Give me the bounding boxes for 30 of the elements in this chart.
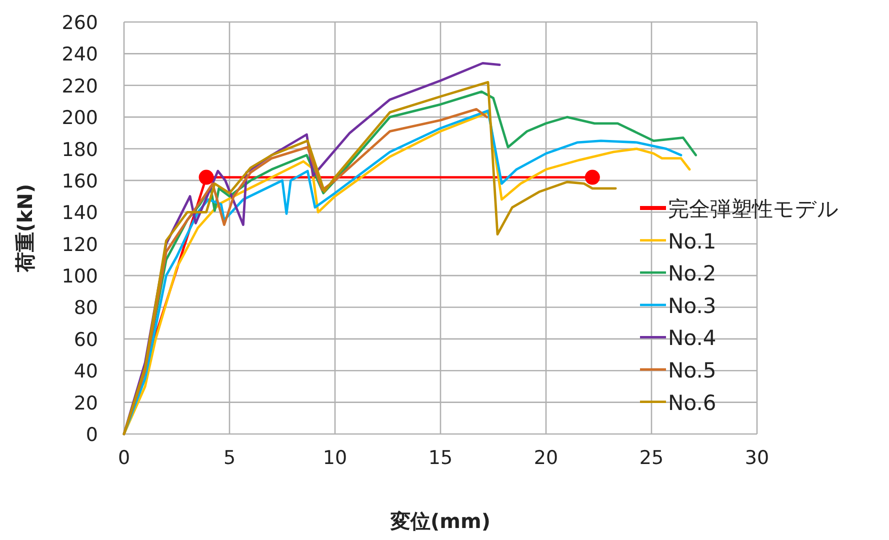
legend-label: 完全弾塑性モデル bbox=[668, 197, 839, 221]
x-tick-label: 20 bbox=[534, 447, 558, 469]
x-tick-label: 0 bbox=[118, 447, 130, 469]
y-tick-label: 260 bbox=[62, 12, 98, 34]
x-tick-label: 25 bbox=[639, 447, 664, 469]
legend-label: No.4 bbox=[668, 326, 716, 350]
y-tick-label: 20 bbox=[74, 392, 98, 414]
y-tick-label: 60 bbox=[74, 328, 98, 351]
x-axis-title: 変位(mm) bbox=[390, 509, 490, 533]
y-axis-title: 荷重(kN) bbox=[13, 184, 37, 274]
x-tick-label: 5 bbox=[223, 447, 236, 469]
y-tick-label: 80 bbox=[74, 297, 98, 320]
x-tick-label: 10 bbox=[322, 447, 348, 469]
y-tick-label: 200 bbox=[62, 107, 98, 130]
legend-label: No.3 bbox=[668, 294, 716, 318]
y-tick-label: 140 bbox=[62, 202, 98, 224]
legend-label: No.1 bbox=[668, 229, 716, 254]
x-tick-label: 15 bbox=[428, 447, 453, 469]
y-tick-label: 0 bbox=[86, 424, 98, 446]
x-tick-label: 30 bbox=[744, 447, 770, 469]
y-tick-label: 40 bbox=[74, 360, 98, 383]
y-tick-label: 180 bbox=[62, 138, 98, 161]
y-tick-label: 240 bbox=[62, 44, 98, 66]
y-tick-label: 220 bbox=[62, 75, 98, 98]
legend-label: No.6 bbox=[668, 390, 716, 415]
legend-label: No.5 bbox=[668, 358, 716, 382]
y-tick-label: 160 bbox=[62, 170, 98, 192]
y-tick-label: 100 bbox=[62, 266, 98, 288]
legend-label: No.2 bbox=[668, 262, 716, 286]
y-tick-label: 120 bbox=[62, 234, 98, 256]
